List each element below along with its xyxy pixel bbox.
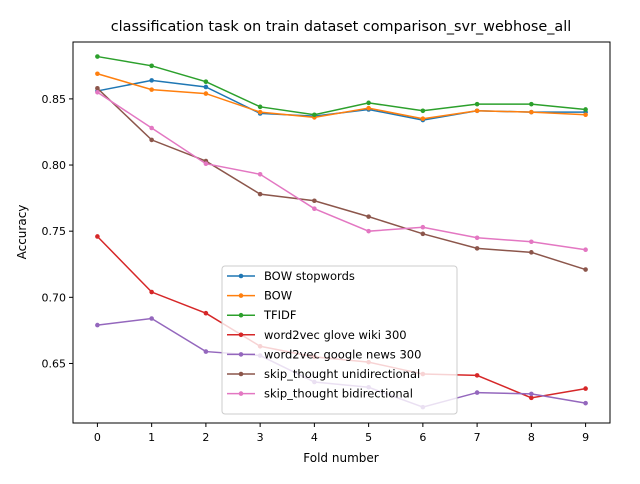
- data-point: [366, 105, 371, 111]
- y-tick-label: 0.70: [42, 291, 67, 304]
- y-axis-label: Accuracy: [15, 205, 29, 260]
- data-point: [203, 79, 209, 84]
- data-point: [583, 107, 588, 112]
- data-point: [312, 198, 317, 204]
- data-point: [203, 161, 209, 167]
- y-tick-label: 0.75: [42, 225, 67, 238]
- legend: BOW stopwords BOW TFIDF word2vec glove wiki…: [221, 265, 458, 415]
- x-axis: 0 1 2 3 4 5 6 7 8 9: [94, 423, 589, 444]
- legend-marker: [238, 371, 244, 377]
- x-tick-label: 6: [419, 431, 426, 444]
- y-tick-label: 0.85: [42, 93, 67, 106]
- data-point: [257, 104, 263, 110]
- series-line-5: [96, 87, 586, 271]
- data-point: [203, 84, 209, 90]
- plot-frame: [72, 41, 611, 424]
- data-point: [95, 86, 100, 91]
- data-point: [583, 386, 588, 391]
- x-tick-label: 3: [257, 431, 264, 444]
- series-line-2: [97, 55, 586, 116]
- data-point: [420, 108, 426, 114]
- data-point: [203, 91, 209, 96]
- data-point: [95, 71, 100, 77]
- legend-label: skip_thought unidirectional: [264, 367, 420, 381]
- data-point: [95, 54, 100, 59]
- y-axis: 0.65 0.70 0.75 0.80 0.85: [42, 93, 73, 370]
- legend-marker: [238, 391, 244, 396]
- x-tick-label: 1: [148, 431, 155, 444]
- legend-marker: [238, 293, 244, 298]
- data-point: [149, 289, 154, 295]
- data-point: [312, 206, 317, 211]
- legend-label: word2vec google news 300: [264, 347, 421, 361]
- data-point: [95, 322, 100, 328]
- x-tick-label: 2: [202, 431, 209, 444]
- data-point: [529, 239, 534, 245]
- data-point: [95, 89, 100, 95]
- data-point: [474, 108, 480, 114]
- data-point: [529, 250, 534, 255]
- x-axis-label: Fold number: [303, 451, 378, 465]
- y-tick-label: 0.80: [42, 159, 67, 172]
- data-point: [420, 224, 426, 230]
- data-point: [149, 125, 154, 131]
- x-tick-label: 9: [582, 431, 589, 444]
- data-point: [257, 109, 263, 115]
- data-point: [366, 228, 371, 234]
- series-line-6: [96, 91, 586, 251]
- legend-label: BOW stopwords: [264, 269, 355, 283]
- data-point: [583, 267, 588, 272]
- x-tick-label: 7: [474, 431, 481, 444]
- data-point: [203, 310, 209, 316]
- data-point: [529, 391, 534, 397]
- legend-box: [221, 265, 458, 415]
- data-point: [149, 87, 154, 92]
- data-point: [149, 316, 154, 321]
- x-tick-label: 0: [94, 431, 101, 444]
- data-point: [257, 171, 263, 177]
- data-point: [149, 137, 154, 143]
- data-point: [474, 101, 480, 107]
- legend-label: TFIDF: [263, 308, 297, 322]
- x-tick-label: 4: [311, 431, 318, 444]
- series-line-1: [97, 73, 586, 120]
- x-tick-label: 5: [365, 431, 372, 444]
- data-point: [474, 246, 480, 251]
- data-point: [583, 247, 588, 252]
- data-point: [312, 112, 317, 118]
- data-point: [95, 234, 100, 239]
- legend-marker: [238, 352, 244, 357]
- x-tick-label: 8: [528, 431, 535, 444]
- data-point: [474, 390, 480, 395]
- legend-marker: [238, 332, 244, 338]
- data-point: [257, 191, 263, 197]
- data-point: [529, 109, 534, 115]
- legend-label: skip_thought bidirectional: [264, 387, 413, 401]
- data-point: [474, 373, 480, 378]
- data-point: [420, 116, 426, 122]
- legend-marker: [238, 273, 244, 279]
- data-point: [149, 78, 154, 83]
- data-point: [583, 112, 588, 118]
- chart-title: classification task on train dataset com…: [111, 19, 571, 35]
- legend-label: word2vec glove wiki 300: [264, 328, 407, 342]
- data-point: [203, 349, 209, 354]
- data-point: [529, 395, 534, 401]
- legend-label: BOW: [264, 289, 292, 303]
- data-point: [366, 214, 371, 219]
- data-point: [474, 235, 480, 241]
- data-point: [149, 63, 154, 69]
- data-point: [583, 400, 588, 406]
- data-point: [366, 100, 371, 106]
- y-tick-label: 0.65: [42, 357, 67, 370]
- legend-marker: [238, 312, 244, 318]
- data-point: [420, 231, 426, 237]
- series-line-0: [97, 79, 586, 121]
- data-point: [529, 101, 534, 107]
